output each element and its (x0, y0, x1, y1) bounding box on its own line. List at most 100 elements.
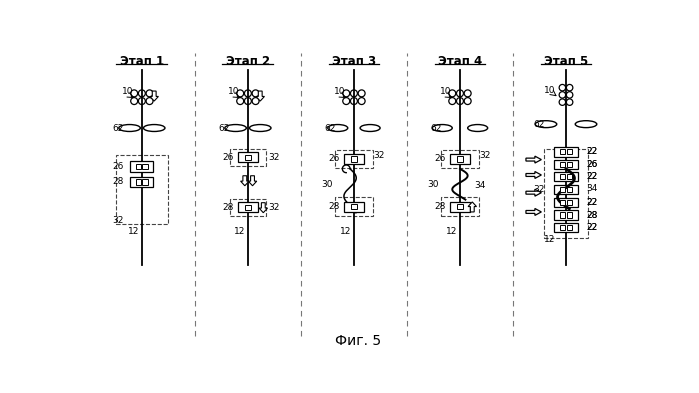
Bar (554, 210, 577, 220)
Text: Этап 2: Этап 2 (226, 55, 270, 68)
Ellipse shape (360, 125, 380, 132)
Text: Этап 5: Этап 5 (544, 55, 588, 68)
Polygon shape (526, 208, 541, 215)
Polygon shape (526, 171, 541, 178)
Bar (560, 187, 565, 192)
Bar (116, 155, 168, 224)
Text: 22: 22 (586, 223, 597, 232)
Text: 26: 26 (586, 160, 598, 169)
Bar (554, 198, 577, 208)
Text: Этап 1: Этап 1 (120, 55, 164, 68)
Text: 22: 22 (586, 147, 597, 156)
Bar (554, 160, 577, 169)
Text: 32: 32 (533, 185, 545, 194)
Text: 62: 62 (431, 123, 442, 132)
Text: 28: 28 (586, 211, 598, 220)
Text: Фиг. 5: Фиг. 5 (336, 334, 381, 347)
Bar (230, 199, 266, 216)
Polygon shape (248, 176, 257, 186)
Text: 12: 12 (446, 228, 457, 237)
Text: 22: 22 (586, 198, 597, 207)
Text: 22: 22 (586, 147, 597, 156)
Text: 34: 34 (586, 184, 598, 193)
Bar (567, 149, 572, 154)
Bar (554, 147, 577, 156)
Bar (440, 150, 480, 168)
Text: 12: 12 (340, 228, 352, 237)
Bar (567, 187, 572, 192)
Bar (554, 172, 577, 181)
Bar (344, 202, 364, 211)
Ellipse shape (225, 125, 246, 132)
Bar (560, 225, 565, 230)
Text: Этап 4: Этап 4 (438, 55, 482, 68)
Text: 32: 32 (268, 153, 280, 162)
Bar (230, 149, 266, 166)
Polygon shape (256, 91, 264, 101)
Bar (335, 150, 373, 168)
Bar (143, 179, 148, 185)
Text: 28: 28 (586, 211, 598, 220)
Text: 62: 62 (533, 119, 545, 129)
Ellipse shape (143, 125, 165, 132)
Text: 26: 26 (435, 154, 446, 163)
Ellipse shape (250, 125, 271, 132)
Bar (567, 162, 572, 167)
Text: 10: 10 (440, 87, 452, 96)
Bar (544, 149, 589, 238)
Ellipse shape (535, 121, 557, 128)
Text: 26: 26 (113, 162, 124, 171)
Bar (335, 197, 373, 216)
Bar (351, 204, 357, 209)
Bar (567, 200, 572, 205)
Text: 28: 28 (113, 177, 124, 186)
Text: 22: 22 (586, 198, 597, 207)
Bar (344, 154, 364, 164)
Ellipse shape (432, 125, 452, 132)
Text: 12: 12 (128, 228, 139, 237)
Bar (136, 179, 141, 185)
Bar (351, 156, 357, 162)
Bar (560, 174, 565, 179)
Text: 62: 62 (219, 123, 230, 132)
Text: 34: 34 (474, 181, 485, 190)
Bar (567, 225, 572, 230)
Ellipse shape (119, 125, 140, 132)
Bar (560, 162, 565, 167)
Bar (560, 213, 565, 218)
Text: 26: 26 (222, 153, 234, 162)
Text: 10: 10 (122, 87, 134, 96)
Text: 22: 22 (586, 172, 597, 181)
Text: 26: 26 (329, 154, 340, 163)
Text: 28: 28 (329, 202, 340, 211)
Bar (245, 154, 251, 160)
Text: 62: 62 (324, 123, 336, 132)
Bar (130, 176, 153, 187)
Bar (130, 161, 153, 172)
Text: 22: 22 (586, 172, 597, 181)
Bar (238, 152, 258, 162)
Text: 30: 30 (322, 180, 333, 189)
Text: 32: 32 (480, 151, 491, 160)
Text: 62: 62 (113, 123, 124, 132)
Text: 12: 12 (234, 228, 245, 237)
Text: 10: 10 (228, 87, 239, 96)
Bar (450, 154, 470, 164)
Bar (567, 174, 572, 179)
Polygon shape (240, 176, 249, 186)
Text: 30: 30 (428, 180, 439, 189)
Text: 10: 10 (545, 86, 556, 95)
Polygon shape (468, 202, 477, 212)
Polygon shape (259, 203, 268, 213)
Bar (245, 205, 251, 210)
Bar (554, 185, 577, 194)
Text: 32: 32 (113, 216, 124, 225)
Text: 28: 28 (222, 203, 234, 212)
Polygon shape (150, 91, 159, 101)
Text: 12: 12 (545, 235, 556, 244)
Polygon shape (526, 156, 541, 163)
Bar (136, 163, 141, 169)
Ellipse shape (328, 125, 348, 132)
Text: Этап 3: Этап 3 (332, 55, 376, 68)
Bar (560, 149, 565, 154)
